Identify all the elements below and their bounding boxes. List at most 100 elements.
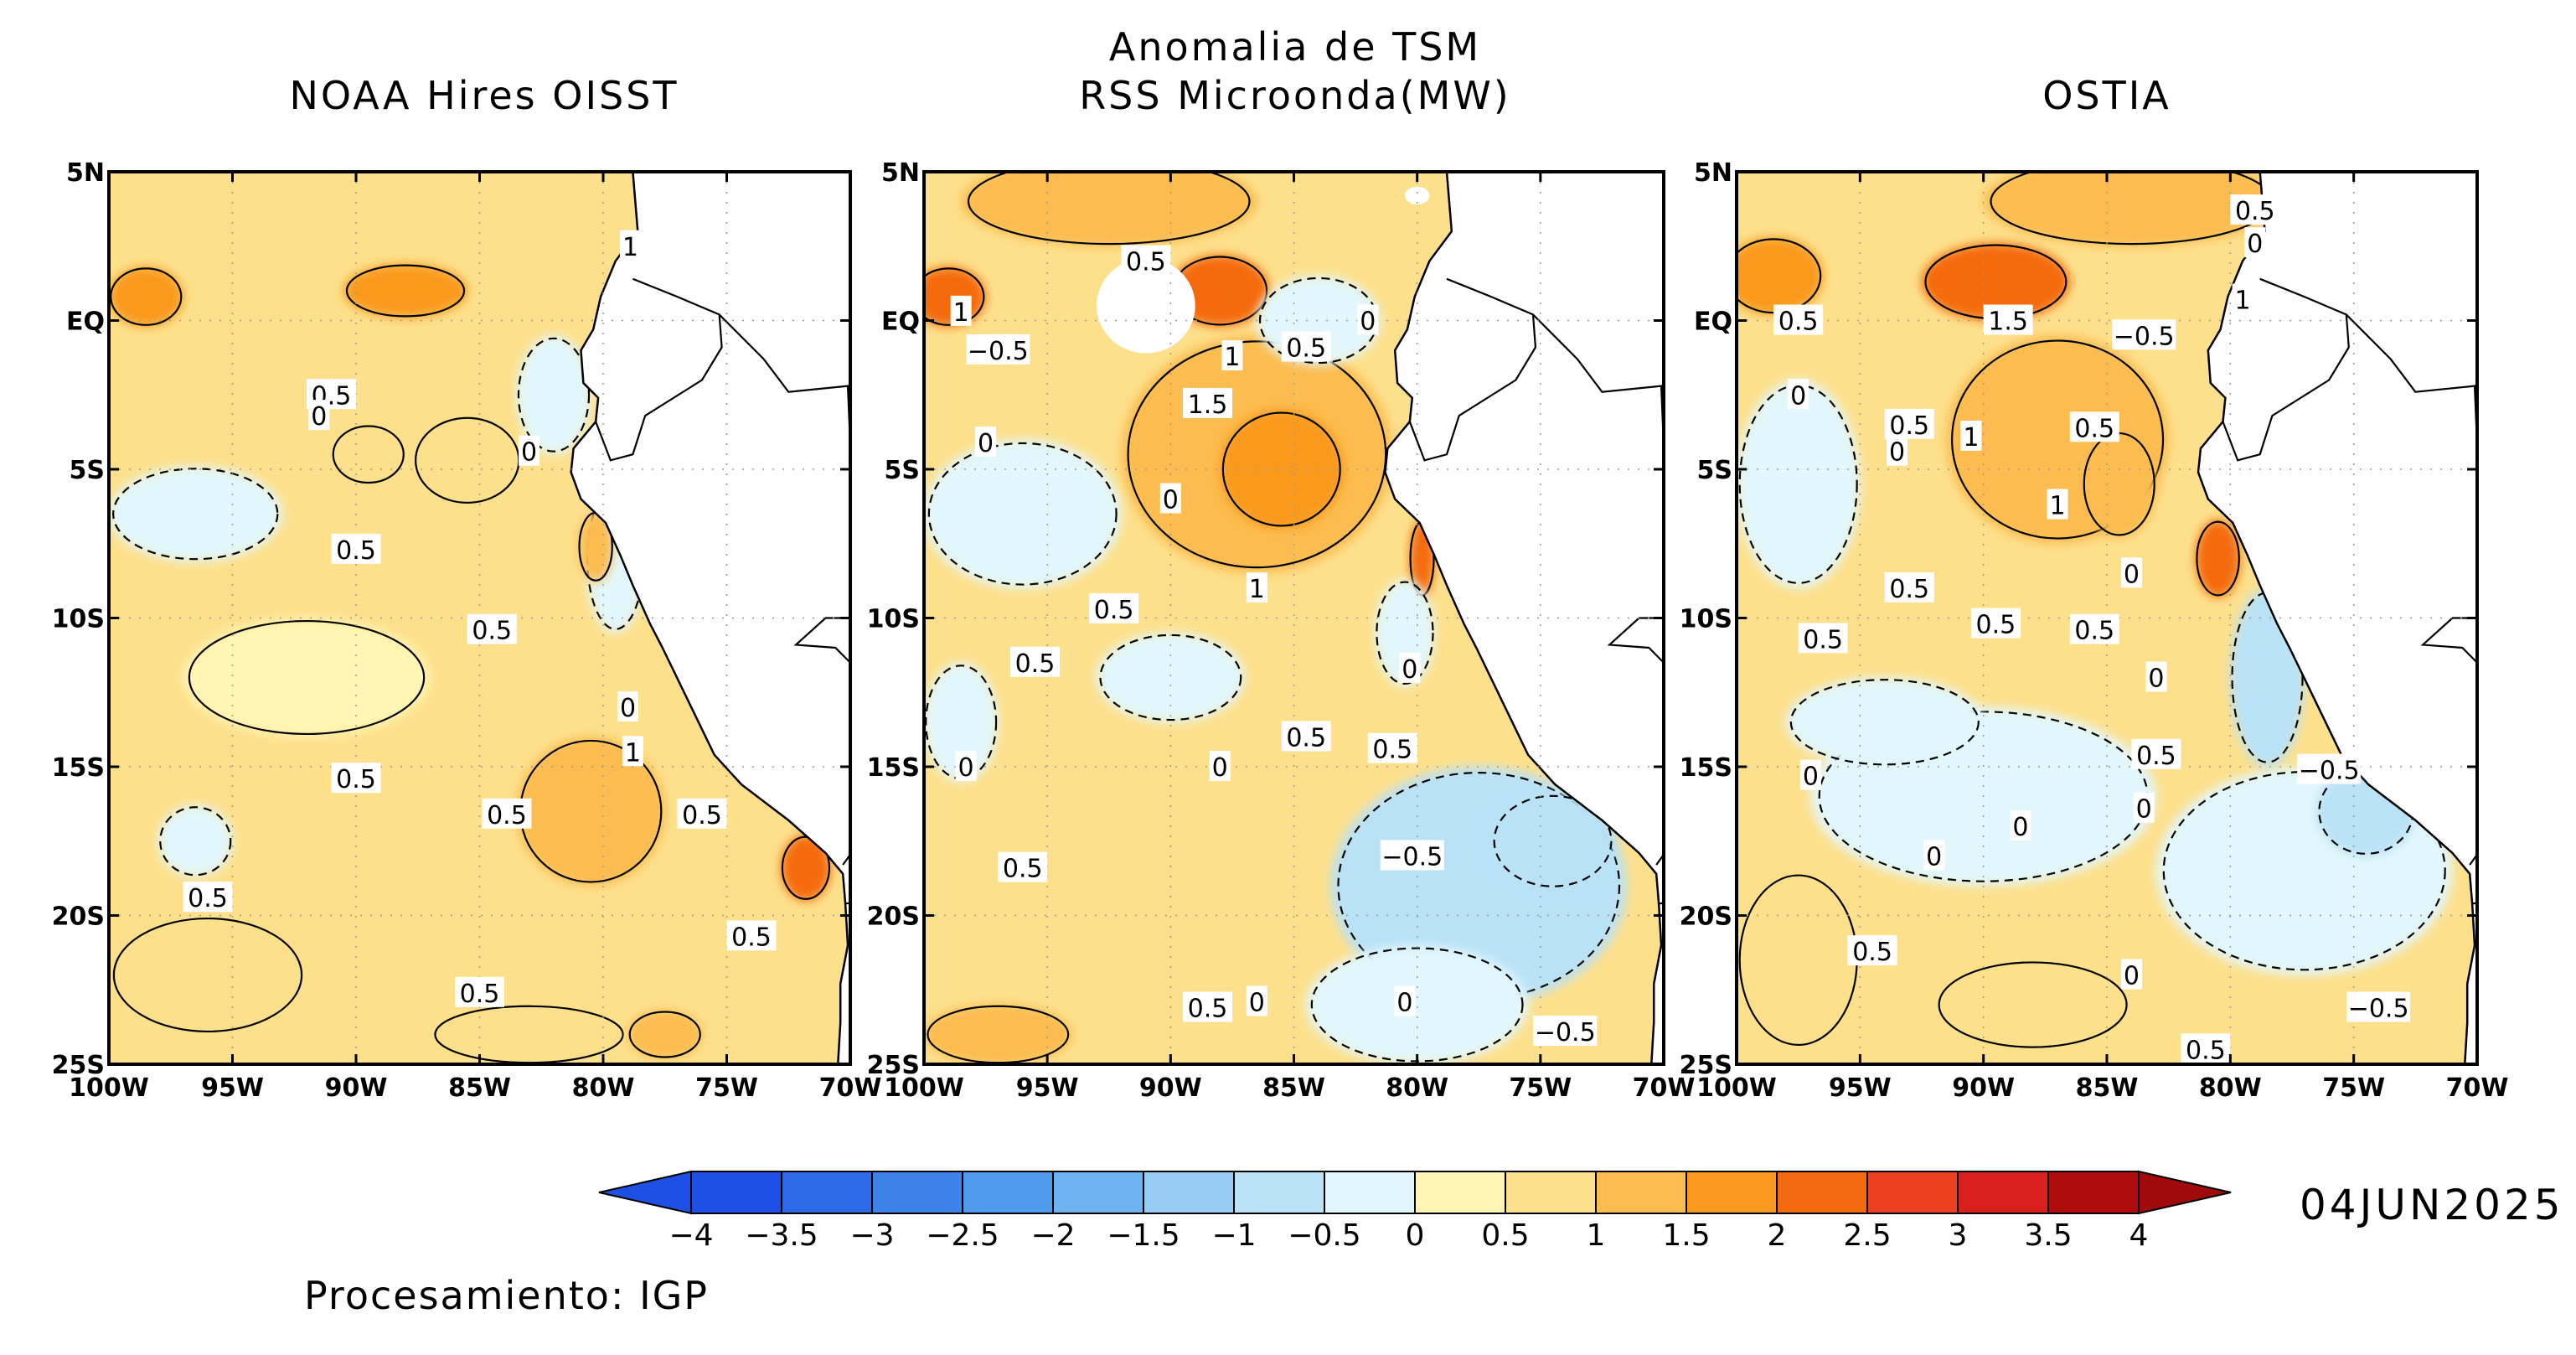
colorbar-segment — [781, 1171, 873, 1214]
contour-label-bg — [1159, 483, 1181, 514]
colorbar: −4 −3.5 −3 −2.5 −2 −1.5 −1 −0.5 0 0.5 1 1.5 2 2.5 3 3.5… — [598, 1170, 2232, 1253]
contour-label: 1 — [1963, 423, 1979, 453]
anomaly-patch — [1097, 633, 1245, 722]
anomaly-patch — [1490, 793, 1615, 889]
contour-label-bg — [2120, 959, 2142, 990]
lat-tick-label: 15S — [52, 753, 105, 783]
lat-tick-label: 15S — [867, 753, 920, 783]
lat-tick-label: 10S — [867, 605, 920, 634]
colorbar-label: 4 — [2129, 1218, 2149, 1253]
contour-label-bg — [2297, 753, 2362, 784]
anomaly-patch — [1785, 677, 1984, 767]
anomaly-patch — [109, 915, 307, 1035]
lat-tick-label: EQ — [66, 308, 105, 337]
lat-tick-label: 25S — [52, 1051, 105, 1080]
lon-tick-label: 85W — [2076, 1073, 2139, 1103]
lat-tick-label: 20S — [52, 902, 105, 932]
lat-tick-label: 5S — [1697, 456, 1732, 485]
contour-label: 0.5 — [1094, 596, 1134, 625]
contour-label-bg — [966, 334, 1030, 365]
contour-label: 0 — [1926, 843, 1942, 872]
colorbar-label: 2 — [1768, 1218, 1787, 1253]
contour-label: 1.5 — [1988, 308, 2028, 337]
colorbar-segment — [962, 1171, 1054, 1214]
contour-label: 0 — [1360, 308, 1376, 337]
contour-label: 0 — [958, 753, 973, 783]
contour-line — [517, 337, 591, 453]
land-mask — [2198, 172, 2477, 1064]
contour-label-bg — [1357, 304, 1379, 335]
anomaly-patch — [109, 466, 282, 562]
contour-label-bg — [1246, 985, 1267, 1016]
lat-tick-label: 10S — [1680, 605, 1732, 634]
contour-label-bg — [2010, 810, 2031, 840]
colorbar-over-arrow — [2138, 1170, 2232, 1215]
contour-label-bg — [1281, 331, 1331, 362]
lon-tick-label: 80W — [1386, 1073, 1448, 1103]
contour-label: 0 — [521, 438, 537, 468]
contour-label-bg — [2120, 557, 2142, 588]
contour-line — [1099, 634, 1242, 721]
contour-label: 0.5 — [682, 801, 722, 830]
contour-label-bg — [1380, 840, 1444, 871]
anomaly-patch — [2196, 520, 2241, 597]
contour-label: 0.5 — [1286, 334, 1326, 363]
contour-label-bg — [331, 763, 381, 794]
lon-tick-label: 70W — [819, 1073, 882, 1103]
contour-label-bg — [2181, 1033, 2231, 1064]
contour-line — [112, 917, 303, 1033]
lon-tick-label: 100W — [1696, 1073, 1777, 1103]
contour-line — [924, 267, 985, 326]
contour-label-bg — [467, 613, 517, 644]
contour-label: 0 — [2148, 665, 2164, 694]
contour-label-bg — [677, 798, 727, 829]
contour-label: 1 — [1249, 575, 1265, 604]
contour-label-bg — [998, 851, 1048, 882]
contour-label-bg — [2047, 489, 2068, 520]
contour-label-bg — [519, 435, 539, 466]
lat-tick-label: EQ — [1694, 308, 1732, 337]
contour-label: 0.5 — [2186, 1036, 2226, 1065]
contour-line — [628, 1011, 701, 1058]
contour-line — [2162, 771, 2446, 971]
country-border — [1408, 277, 1537, 462]
anomaly-patch — [516, 335, 591, 455]
contour-label-bg — [2131, 738, 2181, 769]
panel-title-rss: RSS Microonda(MW) — [1079, 73, 1511, 118]
contour-label: 0.5 — [1889, 575, 1929, 604]
lat-tick-label: 20S — [867, 902, 920, 932]
contour-label-bg — [1009, 646, 1060, 677]
lon-tick-label: 85W — [1262, 1073, 1325, 1103]
contour-label-bg — [455, 976, 504, 1007]
anomaly-patch — [1737, 380, 1861, 588]
colorbar-segment — [1866, 1171, 1959, 1214]
lon-tick-label: 80W — [572, 1073, 635, 1103]
lon-tick-label: 70W — [2446, 1073, 2509, 1103]
contour-label: 0 — [2012, 813, 2028, 842]
lat-tick-label: 25S — [1680, 1051, 1732, 1080]
contour-label-bg — [2230, 194, 2280, 225]
colorbar-segment — [1233, 1171, 1325, 1214]
colorbar-label: −3.5 — [745, 1218, 818, 1253]
lat-tick-label: 5N — [66, 158, 105, 188]
anomaly-patch — [109, 266, 183, 327]
colorbar-label: −1 — [1211, 1218, 1256, 1253]
contour-label-bg — [1399, 652, 1421, 683]
contour-label: 1 — [622, 233, 638, 262]
colorbar-label: 3 — [1949, 1218, 1968, 1253]
lon-tick-label: 85W — [448, 1073, 511, 1103]
anomaly-patch — [781, 835, 831, 901]
panel-title-ostia: OSTIA — [2042, 73, 2171, 118]
anomaly-patch — [627, 1011, 702, 1058]
contour-line — [1127, 340, 1387, 569]
contour-label-bg — [1246, 572, 1267, 603]
lat-tick-label: 5S — [70, 456, 105, 485]
anomaly-patch — [1922, 243, 2070, 321]
contour-label: 0.5 — [336, 765, 376, 794]
colorbar-segment — [1052, 1171, 1144, 1214]
colorbar-label: 1.5 — [1662, 1218, 1710, 1253]
contour-label: 0 — [311, 402, 327, 432]
processing-credit: Procesamiento: IGP — [304, 1273, 709, 1318]
lon-tick-label: 90W — [1139, 1073, 1202, 1103]
lon-tick-label: 75W — [2322, 1073, 2385, 1103]
